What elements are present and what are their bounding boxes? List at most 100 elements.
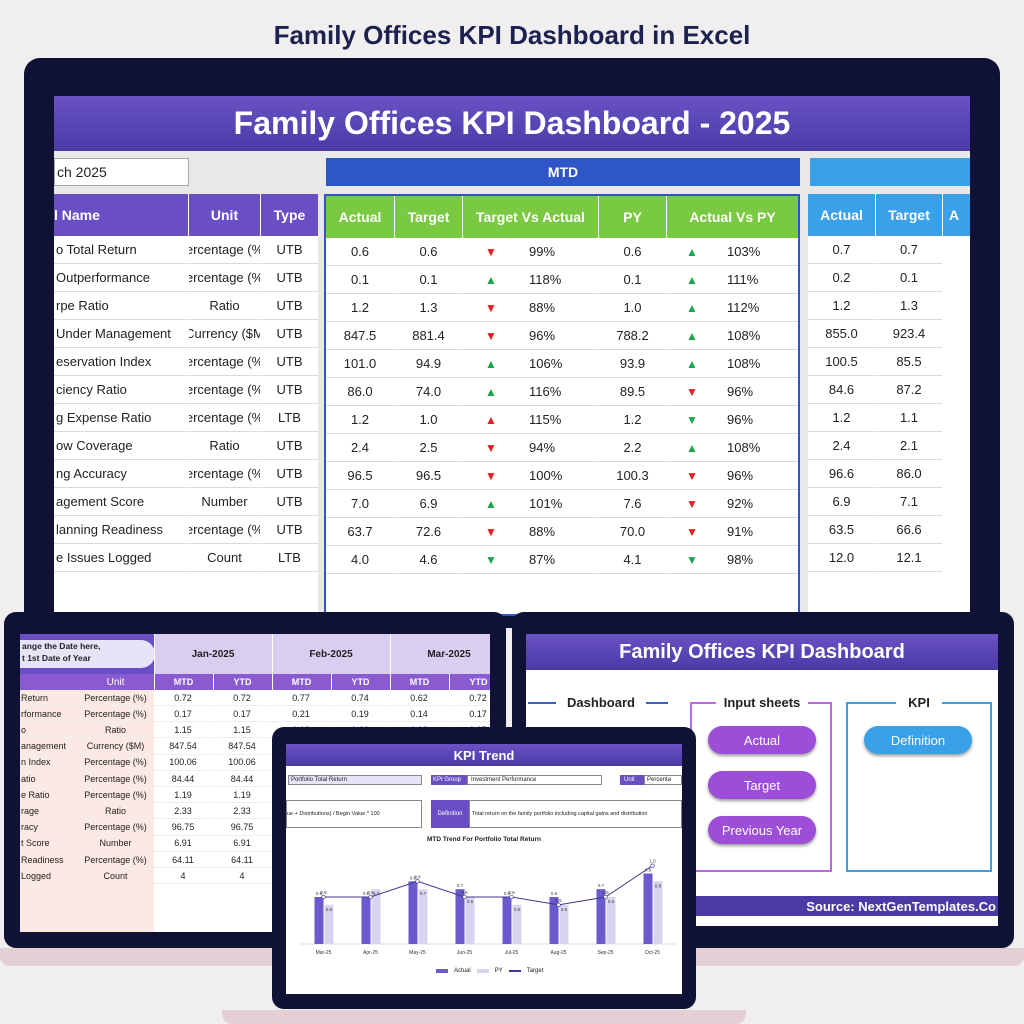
bar-actual xyxy=(408,881,418,944)
kpi-name-cell: ciency Ratio xyxy=(54,376,188,404)
avp-arrow-icon: ▼ xyxy=(667,406,717,434)
mtd-actual-cell: 1.2 xyxy=(326,294,394,322)
ytd-actual-cell: 84.6 xyxy=(808,376,875,404)
ytd-target-cell: 2.1 xyxy=(876,432,942,460)
data-label: 0.7 xyxy=(420,891,427,896)
kpi-name-cell: Outperformance xyxy=(54,264,188,292)
mtd-py-cell: 1.0 xyxy=(599,294,666,322)
x-tick-label: Aug-25 xyxy=(550,950,566,956)
data-label: 0.6 xyxy=(508,890,515,895)
left-value-cell: 0.62 xyxy=(390,690,448,706)
legend-py-swatch xyxy=(476,969,489,973)
left-value-cell: 0.17 xyxy=(449,706,490,723)
data-label: 0.7 xyxy=(598,883,605,888)
left-unit-cell: Count xyxy=(77,868,154,885)
unit-cell: ercentage (% xyxy=(189,348,260,376)
main-screen: Family Offices KPI Dashboard - 2025 ch 2… xyxy=(54,96,970,616)
left-value-cell: 100.06 xyxy=(213,755,271,771)
kpi-name-cell: rpe Ratio xyxy=(54,292,188,320)
left-value-cell: 1.15 xyxy=(213,722,271,739)
bar-py xyxy=(606,897,616,944)
x-tick-label: Jun-25 xyxy=(457,950,473,956)
data-label: 0.5 xyxy=(561,907,568,912)
avp-arrow-icon: ▼ xyxy=(667,518,717,546)
left-value-cell: 84.44 xyxy=(154,771,212,787)
left-unit-cell: Number xyxy=(77,836,154,852)
avp-arrow-icon: ▲ xyxy=(667,238,717,266)
unit-label: Unit xyxy=(620,775,644,785)
month-header: Feb-2025 xyxy=(272,634,389,674)
previous-year-button[interactable]: Previous Year xyxy=(708,816,816,844)
mtd-actual-cell: 63.7 xyxy=(326,518,394,546)
data-label: 0.6 xyxy=(608,899,615,904)
unit-value: Percenta xyxy=(644,775,682,785)
target-point xyxy=(462,894,467,900)
definition-button[interactable]: Definition xyxy=(864,726,972,754)
ytd-target-cell: 12.1 xyxy=(876,544,942,572)
mtd-target-cell: 6.9 xyxy=(395,490,462,518)
ytd-target-cell: 0.1 xyxy=(876,264,942,292)
kpi-name-cell: ng Accuracy xyxy=(54,460,188,488)
mtd-table: Actual Target Target Vs Actual PY Actual… xyxy=(324,194,800,616)
type-cell: LTB xyxy=(261,404,318,432)
mtd-target-cell: 0.6 xyxy=(395,238,462,266)
legend-target: Target xyxy=(526,968,544,974)
target-button[interactable]: Target xyxy=(708,771,816,799)
left-value-cell: 0.17 xyxy=(213,706,271,723)
avp-cell: 103% xyxy=(717,238,798,266)
bar-py xyxy=(465,897,475,944)
mtd-actual-cell: 101.0 xyxy=(326,350,394,378)
ytd-target-cell: 923.4 xyxy=(876,320,942,348)
left-value-cell: 1.19 xyxy=(154,787,212,804)
left-value-cell: 100.06 xyxy=(154,755,212,771)
actual-button[interactable]: Actual xyxy=(708,726,816,754)
left-value-cell: 0.17 xyxy=(154,706,212,723)
bar-actual xyxy=(314,897,324,944)
kpi-name-cell: agement Score xyxy=(54,488,188,516)
type-cell: UTB xyxy=(261,432,318,460)
month-selector[interactable]: ch 2025 xyxy=(54,158,189,186)
ytd-target-cell: 85.5 xyxy=(876,348,942,376)
col-ytd-avt: A xyxy=(943,194,970,236)
avp-arrow-icon: ▼ xyxy=(667,378,717,406)
avp-arrow-icon: ▲ xyxy=(667,434,717,462)
ytd-banner xyxy=(810,158,970,186)
mtd-banner: MTD xyxy=(326,158,800,186)
mtd-target-cell: 74.0 xyxy=(395,378,462,406)
type-cell: UTB xyxy=(261,236,318,264)
tva-arrow-icon: ▲ xyxy=(463,266,519,294)
left-value-cell: 6.91 xyxy=(213,836,271,852)
tva-arrow-icon: ▲ xyxy=(463,378,519,406)
left-kpi-cell: t Score xyxy=(20,836,77,852)
target-point xyxy=(556,902,561,907)
tva-arrow-icon: ▼ xyxy=(463,238,519,266)
mtd-py-cell: 4.1 xyxy=(599,546,666,574)
sub-header: YTD xyxy=(331,674,389,690)
left-value-cell: 2.33 xyxy=(213,803,271,820)
type-cell: UTB xyxy=(261,376,318,404)
home-title: Family Offices KPI Dashboard xyxy=(526,634,998,670)
ytd-actual-cell: 96.6 xyxy=(808,460,875,488)
target-point xyxy=(603,894,608,900)
tva-cell: 106% xyxy=(519,350,598,378)
kpi-name-cell: lanning Readiness xyxy=(54,516,188,544)
mtd-py-cell: 70.0 xyxy=(599,518,666,546)
dashboard-box-label: Dashboard xyxy=(556,692,646,712)
kpi-name-select[interactable]: Portfolio Total Return xyxy=(288,775,422,785)
bar-actual xyxy=(502,897,512,944)
avp-cell: 108% xyxy=(717,434,798,462)
type-cell: UTB xyxy=(261,320,318,348)
mtd-target-cell: 96.5 xyxy=(395,462,462,490)
tva-arrow-icon: ▼ xyxy=(463,518,519,546)
kpi-name-cell: e Issues Logged xyxy=(54,544,188,572)
col-ytd-target: Target xyxy=(876,194,942,236)
data-label: 0.6 xyxy=(363,891,370,896)
avp-cell: 108% xyxy=(717,322,798,350)
sub-header: MTD xyxy=(154,674,212,690)
mtd-py-cell: 1.2 xyxy=(599,406,666,434)
ytd-target-cell: 87.2 xyxy=(876,376,942,404)
target-point xyxy=(650,863,655,868)
unit-cell: Currency ($M xyxy=(189,320,260,348)
target-point xyxy=(415,879,420,884)
avp-arrow-icon: ▲ xyxy=(667,266,717,294)
